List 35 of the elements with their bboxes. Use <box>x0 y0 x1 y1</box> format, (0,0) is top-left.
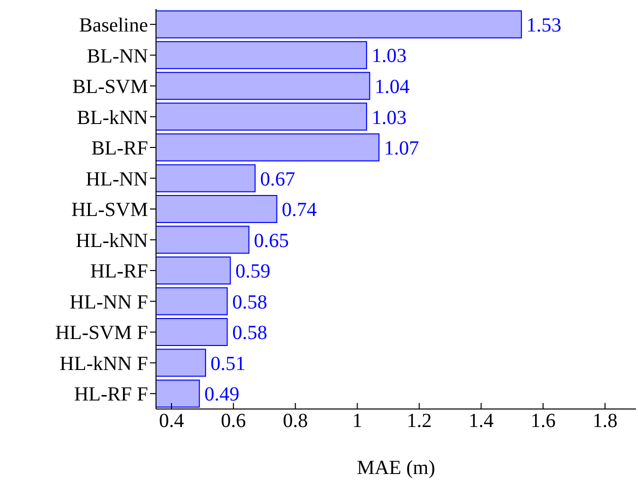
y-tick-label: HL-SVM <box>71 199 148 222</box>
x-tick-label: 1.2 <box>406 410 432 432</box>
y-tick-label: Baseline <box>79 14 148 36</box>
data-label: 0.74 <box>282 199 317 222</box>
data-label: 0.58 <box>232 291 268 314</box>
x-tick-label: 0.6 <box>220 410 246 432</box>
x-tick-label: 0.4 <box>158 410 184 432</box>
x-tick-label: 1.6 <box>530 410 556 432</box>
y-tick-label: BL-SVM <box>72 76 148 98</box>
x-tick-label: 1 <box>352 410 362 432</box>
data-label: 0.65 <box>254 230 289 252</box>
data-label: 0.58 <box>232 322 268 344</box>
data-label: 1.53 <box>526 14 562 36</box>
y-tick-label: BL-kNN <box>76 106 148 129</box>
y-tick-label: HL-kNN <box>76 230 148 252</box>
data-label: 0.59 <box>235 260 270 283</box>
data-label: 0.49 <box>204 384 240 406</box>
x-tick-label: 1.8 <box>592 410 618 432</box>
data-label: 1.07 <box>384 138 419 160</box>
y-tick-label: HL-RF F <box>74 384 148 406</box>
data-label: 1.03 <box>372 45 407 68</box>
y-tick-label: BL-RF <box>91 138 148 160</box>
x-tick-label: 0.8 <box>282 410 308 432</box>
y-tick-label: HL-NN F <box>70 291 148 314</box>
data-label: 1.04 <box>374 76 410 98</box>
y-tick-label: HL-RF <box>90 260 148 283</box>
data-label: 0.67 <box>260 168 296 190</box>
x-tick-label: 1.4 <box>468 410 494 432</box>
data-label: 1.03 <box>372 106 407 129</box>
y-tick-label: BL-NN <box>86 45 148 68</box>
y-tick-label: HL-kNN F <box>60 352 148 375</box>
y-tick-label: HL-SVM F <box>55 322 148 344</box>
x-axis-title: MAE (m) <box>356 457 436 479</box>
data-label: 0.51 <box>210 352 246 375</box>
y-tick-label: HL-NN <box>86 168 148 190</box>
